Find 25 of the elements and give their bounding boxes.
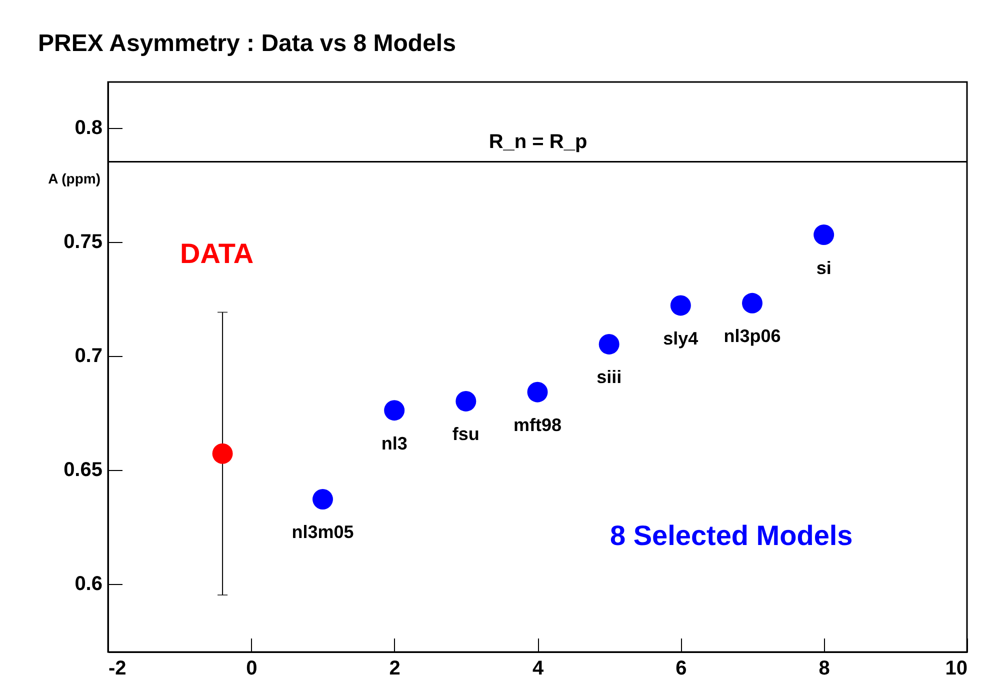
x-tick-label: 10 <box>945 658 968 680</box>
annotation: nl3m05 <box>292 522 354 542</box>
y-axis-title: A (ppm) <box>48 170 100 186</box>
annotation: fsu <box>452 424 480 444</box>
x-tick-label: 2 <box>389 658 400 680</box>
y-tick-label: 0.75 <box>64 231 102 254</box>
annotation: siii <box>596 367 622 388</box>
chart-title: PREX Asymmetry : Data vs 8 Models <box>38 30 456 57</box>
x-tick-label: 4 <box>532 658 544 680</box>
ref-line-label: R_n = R_p <box>488 130 588 153</box>
annotation: nl3p06 <box>724 326 781 346</box>
annotation: nl3 <box>381 433 408 454</box>
x-tick-label: 6 <box>676 658 687 680</box>
y-tick-label: 0.7 <box>74 345 102 368</box>
annotation: mft98 <box>513 415 562 436</box>
x-tick-label: -2 <box>108 658 126 680</box>
y-tick-label: 0.65 <box>64 459 102 482</box>
text: 8 Selected Models <box>610 520 853 551</box>
y-tick-label: 0.8 <box>74 117 102 140</box>
text: DATA <box>180 238 254 269</box>
annotation: sly4 <box>663 328 698 348</box>
x-tick-label: 0 <box>246 658 258 680</box>
annotation: si <box>816 258 832 278</box>
x-tick-label: 8 <box>818 658 830 680</box>
y-tick-label: 0.6 <box>74 573 102 596</box>
